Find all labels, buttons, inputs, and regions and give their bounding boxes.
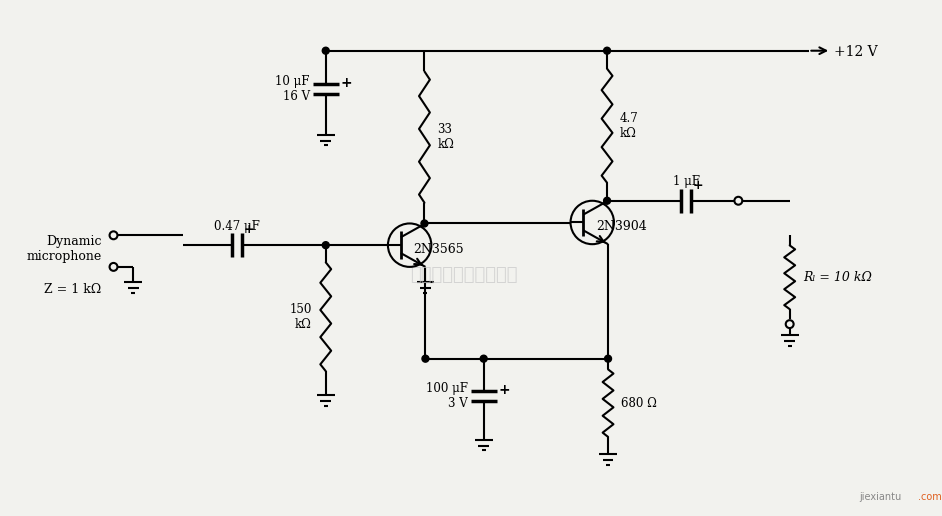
Text: 100 μF
3 V: 100 μF 3 V [426,382,468,410]
Text: 2N3904: 2N3904 [596,220,647,233]
Text: .com: .com [918,492,942,502]
Text: Rₗ = 10 kΩ: Rₗ = 10 kΩ [804,271,872,284]
Circle shape [109,263,118,271]
Circle shape [735,197,742,205]
Text: +12 V: +12 V [834,45,878,59]
Circle shape [322,241,329,249]
Text: 680 Ω: 680 Ω [621,397,657,410]
Text: 杭州将睿科技有限公司: 杭州将睿科技有限公司 [410,266,518,284]
Text: Z = 1 kΩ: Z = 1 kΩ [44,283,102,296]
Text: +: + [341,76,352,90]
Circle shape [604,197,610,204]
Circle shape [422,355,429,362]
Circle shape [604,47,610,54]
Circle shape [322,47,329,54]
Circle shape [605,355,611,362]
Text: 10 μF
16 V: 10 μF 16 V [275,75,310,103]
Text: 33
kΩ: 33 kΩ [437,123,454,151]
Circle shape [421,220,428,227]
Text: +: + [693,179,704,192]
Text: jiexiantu: jiexiantu [859,492,901,502]
Text: Dynamic
microphone: Dynamic microphone [26,235,102,263]
Circle shape [109,231,118,239]
Text: 2N3565: 2N3565 [414,243,464,255]
Text: +: + [244,223,254,236]
Text: 1 μF: 1 μF [673,174,700,187]
Text: 0.47 μF: 0.47 μF [214,220,260,233]
Text: 4.7
kΩ: 4.7 kΩ [620,112,639,140]
Circle shape [786,320,793,328]
Circle shape [480,355,487,362]
Text: 150
kΩ: 150 kΩ [289,303,312,331]
Text: +: + [498,383,511,397]
